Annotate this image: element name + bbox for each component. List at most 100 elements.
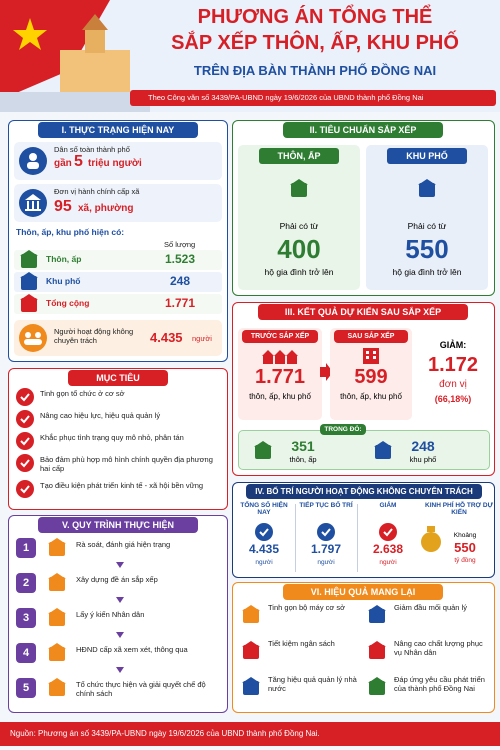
staff-value: 1.797 xyxy=(310,542,342,556)
before-title: TRƯỚC SẮP XẾP xyxy=(242,330,318,343)
card-unit: hộ gia đình trở lên xyxy=(392,267,462,277)
step-text: Tổ chức thực hiện và giải quyết chế độ c… xyxy=(76,680,206,698)
after-icon xyxy=(363,348,379,364)
step-arrow xyxy=(116,667,124,673)
section-heading: I. THỰC TRẠNG HIỆN NAY xyxy=(38,122,198,138)
step-icon xyxy=(48,538,66,556)
card-icon xyxy=(418,179,436,197)
goals-section xyxy=(8,368,228,510)
reduce-unit: đơn vị xyxy=(439,379,467,390)
card-unit: hộ gia đình trở lên xyxy=(264,267,334,277)
staff-title: GIẢM xyxy=(379,502,397,509)
reference: Theo Công văn số 3439/PA-UBND ngày 19/6/… xyxy=(130,90,496,106)
step-text: Xây dựng đề án sắp xếp xyxy=(76,575,158,584)
step-text: Rà soát, đánh giá hiện trạng xyxy=(76,540,171,549)
title-line2: SẮP XẾP THÔN, ẤP, KHU PHỐ xyxy=(171,32,459,54)
population-icon xyxy=(19,147,47,175)
step-number: 2 xyxy=(16,573,36,593)
population-card xyxy=(14,142,222,180)
effect-text: Giảm đầu mối quản lý xyxy=(394,603,467,612)
breakdown-label: thôn, ấp xyxy=(289,455,317,464)
goal-item: Khắc phục tình trạng quy mô nhỏ, phân tá… xyxy=(40,433,184,442)
step-number: 3 xyxy=(16,608,36,628)
step-icon xyxy=(48,608,66,626)
count-header: Số lượng xyxy=(164,240,196,249)
goal-item: Tinh gọn tổ chức ở cơ sở xyxy=(40,389,125,398)
staff-icon xyxy=(317,523,335,541)
breakdown-value: 351 xyxy=(291,438,315,454)
breakdown-icon xyxy=(254,441,272,459)
table-row xyxy=(14,294,222,314)
after-card xyxy=(330,328,412,420)
row-icon xyxy=(20,294,38,312)
row-label: Thôn, ấp xyxy=(46,254,82,264)
after-unit: thôn, ấp, khu phố xyxy=(340,392,402,401)
staff-value: 4.435 xyxy=(248,542,280,556)
admin-label: Đơn vị hành chính cấp xã xyxy=(54,187,140,196)
breakdown-label: khu phố xyxy=(409,455,437,464)
goal-icon xyxy=(16,388,34,406)
row-label: Khu phố xyxy=(46,276,81,286)
section-heading: IV. BỐ TRÍ NGƯỜI HOẠT ĐỘNG KHÔNG CHUYÊN … xyxy=(246,484,482,499)
before-icon xyxy=(262,350,298,364)
effects-section xyxy=(232,582,495,713)
arrow xyxy=(320,363,333,381)
step-icon xyxy=(48,643,66,661)
staff-divider xyxy=(357,504,358,572)
budget-unit: tỷ đồng xyxy=(454,557,476,564)
section-heading: V. QUY TRÌNH THỰC HIỆN xyxy=(38,517,198,533)
standard-card xyxy=(366,145,488,290)
table-row xyxy=(14,250,222,270)
section-heading: VI. HIỆU QUẢ MANG LẠI xyxy=(283,584,443,600)
card-title: THÔN, ẤP xyxy=(259,148,339,165)
workers-icon xyxy=(19,324,47,352)
card-prefix: Phải có từ xyxy=(407,221,447,231)
reduce-label: GIẢM: xyxy=(439,340,467,350)
staff-icon xyxy=(379,523,397,541)
admin-card xyxy=(14,184,222,222)
effect-text: Nâng cao chất lượng phục vụ Nhân dân xyxy=(394,639,483,657)
admin-icon xyxy=(19,189,47,217)
effect-icon xyxy=(242,605,260,623)
staff-unit: người xyxy=(317,559,335,566)
existing-heading: Thôn, ấp, khu phố hiện có: xyxy=(16,227,125,237)
effect-icon xyxy=(368,677,386,695)
card-value: 400 xyxy=(277,234,321,264)
reduce-value: 1.172 xyxy=(427,354,479,376)
standard-card xyxy=(238,145,360,290)
card-title: KHU PHỐ xyxy=(387,148,467,165)
section-heading: MỤC TIÊU xyxy=(68,370,168,386)
title-line1: PHƯƠNG ÁN TỔNG THỂ xyxy=(197,6,433,28)
goal-item: Tạo điều kiện phát triển kinh tế - xã hộ… xyxy=(40,481,204,490)
card-value: 550 xyxy=(405,234,449,264)
section-heading: III. KẾT QUẢ DỰ KIẾN SAU SẮP XẾP xyxy=(258,304,468,320)
process-section xyxy=(8,515,228,713)
workers-value: 4.435 xyxy=(150,330,183,345)
goal-item: Nâng cao hiệu lực, hiệu quả quản lý xyxy=(40,411,161,420)
workers-label: Người hoạt động không chuyên trách xyxy=(54,327,134,345)
population-prefix: gần xyxy=(54,158,72,169)
staff-icon xyxy=(255,523,273,541)
after-title: SAU SẮP XẾP xyxy=(334,330,408,343)
admin-value: 95 xyxy=(54,198,72,215)
goal-icon xyxy=(16,410,34,428)
effect-icon xyxy=(242,641,260,659)
effect-text: Tăng hiệu quả quản lý nhà nước xyxy=(268,675,357,693)
row-value: 1.523 xyxy=(164,252,196,266)
row-icon xyxy=(20,250,38,268)
staff-unit: người xyxy=(255,559,273,566)
effect-text: Tiết kiệm ngân sách xyxy=(268,639,335,648)
effect-icon xyxy=(368,605,386,623)
goal-icon xyxy=(16,432,34,450)
staff-title: TIẾP TỤC BỐ TRÍ xyxy=(299,502,353,509)
step-icon xyxy=(48,573,66,591)
money-icon xyxy=(421,526,441,552)
population-value: 5 xyxy=(74,153,83,170)
step-arrow xyxy=(116,632,124,638)
step-icon xyxy=(48,678,66,696)
footer-source: Nguồn: Phương án số 3439/PA-UBND ngày 19… xyxy=(0,722,500,746)
step-number: 1 xyxy=(16,538,36,558)
effect-text: Tinh gọn bộ máy cơ sở xyxy=(268,603,346,612)
card-icon xyxy=(290,179,308,197)
